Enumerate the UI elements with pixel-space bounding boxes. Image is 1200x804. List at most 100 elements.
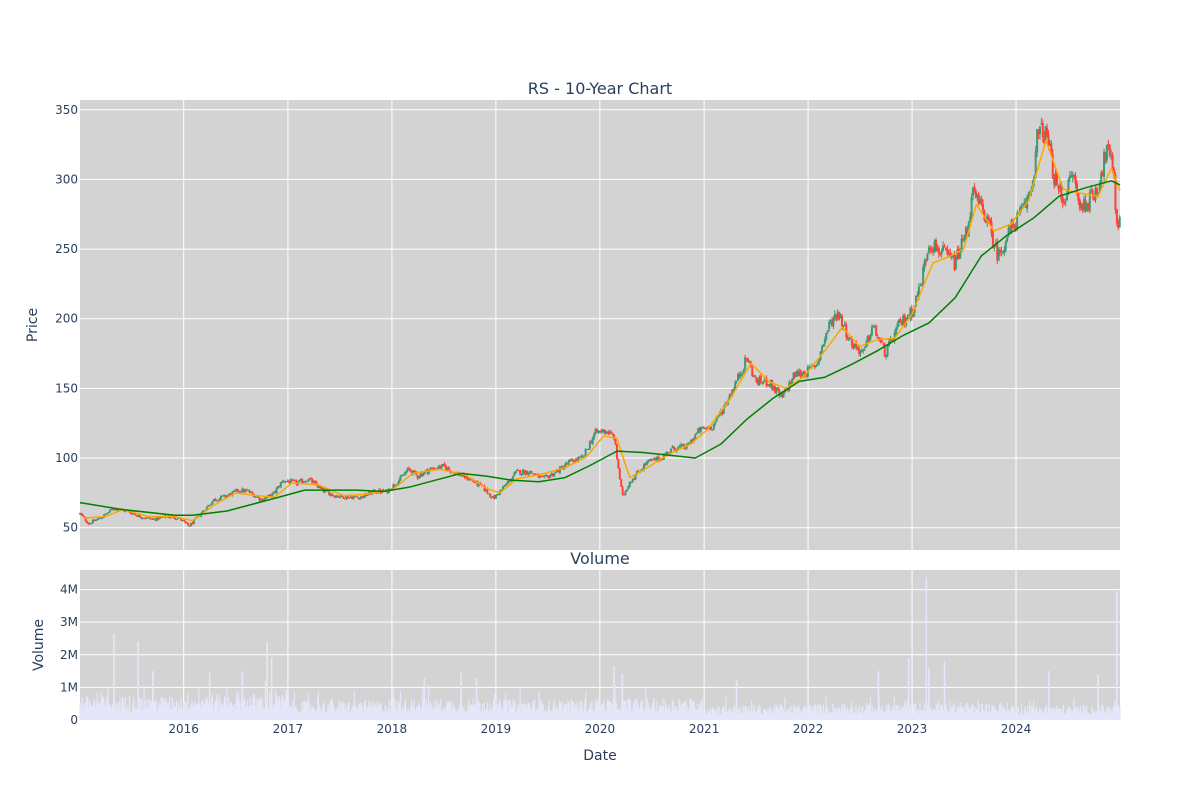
volume-bar	[164, 700, 166, 720]
volume-bar	[265, 705, 267, 720]
volume-bar	[876, 708, 878, 720]
candle-body	[289, 479, 292, 483]
volume-bar	[779, 703, 781, 720]
candle-body	[999, 249, 1002, 252]
candle-body	[292, 479, 295, 481]
volume-bar	[410, 698, 413, 720]
volume-bar	[174, 705, 176, 720]
candle-body	[829, 320, 832, 322]
volume-bar	[754, 714, 756, 720]
candle-body	[993, 245, 996, 248]
candle-body	[459, 475, 462, 477]
candle-body	[917, 286, 920, 297]
candle-body	[111, 509, 114, 511]
volume-bar	[464, 710, 467, 720]
volume-bar	[1066, 708, 1068, 720]
volume-bar	[360, 703, 362, 720]
volume-axis-title: Volume	[31, 619, 47, 671]
candle-body	[489, 493, 492, 497]
volume-bar	[429, 702, 431, 720]
candle-body	[1094, 188, 1097, 200]
candle-body	[1010, 220, 1013, 231]
volume-bar	[139, 697, 141, 720]
volume-bar	[535, 709, 537, 720]
candle-body	[328, 491, 331, 496]
volume-spike-bar	[928, 667, 930, 720]
volume-bar	[190, 704, 192, 720]
volume-bar	[1015, 706, 1017, 720]
volume-bar	[192, 707, 194, 720]
candle-body	[417, 477, 420, 479]
volume-bar	[912, 703, 914, 720]
volume-bar	[550, 711, 552, 720]
volume-bar	[92, 706, 94, 720]
volume-spike-bar	[137, 641, 139, 720]
volume-bar	[793, 705, 796, 720]
candle-body	[818, 358, 821, 363]
volume-bar	[809, 706, 811, 720]
volume-bar	[667, 709, 669, 720]
candle-body	[405, 471, 408, 474]
volume-bar	[1005, 713, 1007, 720]
candle-body	[245, 489, 248, 491]
volume-bar	[555, 706, 557, 720]
volume-bar	[607, 698, 609, 720]
candle-body	[1070, 175, 1073, 178]
candle-body	[228, 493, 231, 495]
volume-bar	[111, 704, 114, 720]
volume-bar	[769, 706, 771, 720]
volume-bar	[1063, 714, 1066, 720]
volume-bar	[199, 708, 202, 720]
volume-bar	[523, 704, 525, 720]
volume-bar	[790, 705, 792, 720]
volume-bar	[808, 710, 810, 720]
volume-bar	[396, 709, 398, 720]
volume-bar	[624, 700, 626, 720]
volume-bars	[79, 577, 1121, 720]
candle-body	[883, 344, 886, 357]
volume-bar	[1074, 706, 1077, 720]
volume-bar	[1049, 707, 1051, 720]
volume-bar	[692, 701, 695, 720]
volume-bar	[370, 705, 373, 720]
volume-bar	[524, 703, 526, 720]
volume-bar	[1011, 705, 1013, 720]
volume-bar	[673, 708, 675, 720]
volume-bar	[978, 703, 980, 720]
volume-bar	[150, 702, 152, 720]
volume-bar	[658, 705, 660, 720]
candle-body	[140, 517, 143, 519]
volume-bar	[775, 710, 777, 720]
volume-bar	[98, 704, 100, 720]
volume-bar	[945, 704, 947, 720]
volume-bar	[897, 710, 899, 720]
volume-bar	[528, 704, 531, 720]
volume-bar	[406, 712, 408, 720]
volume-bar	[467, 705, 469, 720]
candle-body	[392, 484, 395, 489]
volume-bar	[527, 704, 529, 720]
candle-body	[301, 479, 304, 484]
volume-bar	[579, 700, 581, 720]
volume-bar	[1057, 708, 1059, 720]
volume-bar	[301, 701, 303, 720]
volume-bar	[218, 693, 220, 720]
volume-bar	[463, 710, 466, 720]
candle-body	[161, 516, 164, 518]
candle-body	[677, 446, 680, 450]
volume-bar	[387, 711, 389, 720]
candle-body	[168, 517, 171, 519]
volume-bar	[690, 699, 692, 720]
candle-body	[946, 249, 949, 255]
candle-body	[1051, 154, 1054, 179]
volume-bar	[737, 709, 739, 720]
volume-bar	[695, 709, 697, 720]
candle-body	[447, 467, 450, 470]
volume-bar	[888, 706, 890, 720]
candle-body	[715, 416, 718, 422]
candle-body	[647, 459, 650, 462]
volume-bar	[120, 698, 122, 720]
volume-bar	[583, 703, 585, 720]
candle-body	[526, 470, 529, 475]
candle-body	[88, 523, 91, 525]
